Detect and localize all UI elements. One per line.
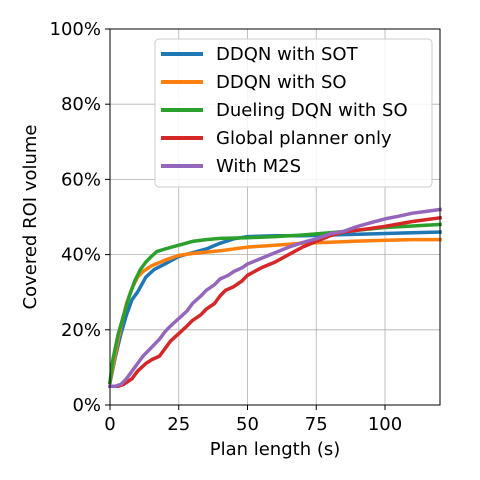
y-tick-label: 0% (72, 395, 101, 416)
series-line-4 (108, 215, 442, 388)
legend-box (154, 38, 433, 188)
y-tick-label: 100% (50, 19, 101, 40)
x-tick-label: 100 (368, 414, 402, 435)
series-line-3 (108, 222, 442, 385)
x-axis: 0 25 50 75 100 (104, 405, 402, 435)
y-tick-label: 60% (61, 169, 101, 190)
plot-frame (109, 28, 441, 406)
x-tick-label: 75 (305, 414, 328, 435)
legend-label: DDQN with SO (216, 72, 347, 93)
y-tick-label: 40% (61, 245, 101, 266)
x-axis-label: Plan length (s) (210, 439, 341, 460)
series-layer (107, 207, 442, 388)
series-line-5 (108, 207, 442, 388)
y-axis-label: Covered ROI volume (20, 125, 41, 310)
legend-label: Dueling DQN with SO (216, 100, 408, 121)
y-tick-label: 80% (61, 94, 101, 115)
x-tick-label: 50 (236, 414, 259, 435)
legend-label: DDQN with SOT (216, 44, 359, 65)
legend-label: Global planner only (216, 128, 392, 149)
series-line-1 (107, 230, 442, 385)
x-tick-label: 0 (104, 414, 115, 435)
y-axis: 0% 20% 40% 60% 80% 100% (50, 19, 110, 416)
legend-label: With M2S (216, 156, 301, 177)
x-tick-label: 25 (167, 414, 190, 435)
y-tick-label: 20% (61, 320, 101, 341)
legend: DDQN with SOT DDQN with SO Dueling DQN wit… (154, 38, 433, 188)
